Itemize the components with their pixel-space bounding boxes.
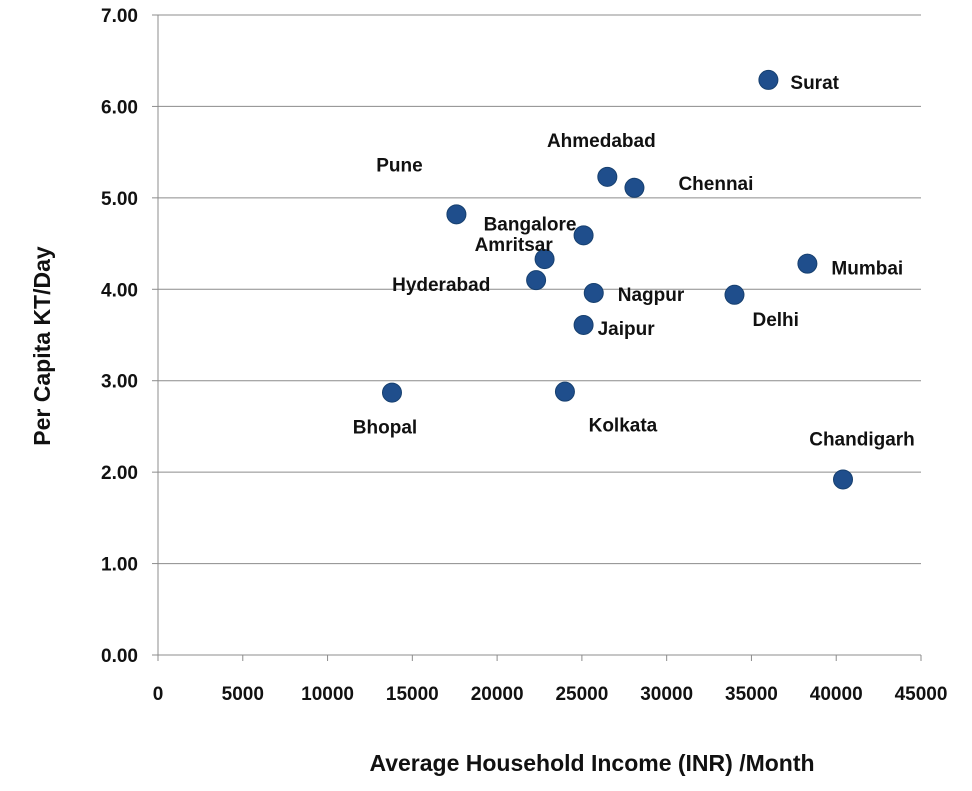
x-tick-label: 45000 bbox=[895, 684, 948, 705]
point-label-jaipur: Jaipur bbox=[598, 319, 656, 340]
y-axis-ticks: 0.00 1.00 2.00 3.00 4.00 5.00 6.00 7.00 bbox=[101, 6, 158, 667]
x-tick-label: 0 bbox=[153, 684, 164, 705]
y-tick-label: 4.00 bbox=[101, 280, 138, 301]
gridlines bbox=[158, 14, 921, 565]
x-axis-title: Average Household Income (INR) /Month bbox=[369, 750, 814, 776]
point-label-amritsar: Amritsar bbox=[475, 235, 554, 256]
point-label-delhi: Delhi bbox=[752, 310, 798, 331]
x-tick-label: 25000 bbox=[555, 684, 608, 705]
x-tick-label: 20000 bbox=[471, 684, 524, 705]
data-point-hyderabad bbox=[526, 270, 547, 291]
axes bbox=[157, 15, 921, 656]
point-label-chennai: Chennai bbox=[678, 174, 753, 195]
x-tick-label: 40000 bbox=[810, 684, 863, 705]
data-point-chennai bbox=[624, 177, 645, 198]
data-point-ahmedabad bbox=[597, 166, 618, 187]
x-tick-label: 35000 bbox=[725, 684, 778, 705]
x-tick-label: 30000 bbox=[640, 684, 693, 705]
data-point-bangalore bbox=[573, 225, 594, 246]
point-label-pune: Pune bbox=[376, 155, 422, 176]
y-tick-label: 5.00 bbox=[101, 189, 138, 210]
y-tick-label: 0.00 bbox=[101, 646, 138, 667]
point-label-kolkata: Kolkata bbox=[589, 416, 658, 437]
data-point-delhi bbox=[724, 284, 745, 305]
point-label-nagpur: Nagpur bbox=[618, 285, 685, 306]
data-point-surat bbox=[758, 69, 779, 90]
data-point-amritsar bbox=[534, 249, 555, 270]
point-label-surat: Surat bbox=[790, 73, 839, 94]
y-tick-label: 3.00 bbox=[101, 372, 138, 393]
data-point-kolkata bbox=[554, 381, 575, 402]
point-label-bhopal: Bhopal bbox=[353, 418, 417, 439]
point-label-bangalore: Bangalore bbox=[484, 214, 577, 235]
data-point-pune bbox=[446, 204, 467, 225]
point-label-mumbai: Mumbai bbox=[831, 259, 903, 280]
y-tick-label: 1.00 bbox=[101, 555, 138, 576]
x-tick-label: 5000 bbox=[222, 684, 264, 705]
y-axis-title: Per Capita KT/Day bbox=[29, 246, 55, 446]
x-tick-label: 10000 bbox=[301, 684, 354, 705]
data-point-mumbai bbox=[797, 253, 818, 274]
data-point-bhopal bbox=[381, 382, 402, 403]
x-tick-label: 15000 bbox=[386, 684, 439, 705]
y-tick-label: 6.00 bbox=[101, 97, 138, 118]
point-label-ahmedabad: Ahmedabad bbox=[547, 131, 656, 152]
point-labels: Surat Ahmedabad Chennai Pune BangaloreAmrits… bbox=[353, 73, 915, 451]
x-axis-ticks: 0 5000 10000 15000 20000 25000 30000 35000 40000… bbox=[153, 655, 948, 705]
point-label-chandigarh: Chandigarh bbox=[809, 429, 915, 450]
data-point-jaipur bbox=[573, 314, 594, 335]
y-tick-label: 2.00 bbox=[101, 463, 138, 484]
y-tick-label: 7.00 bbox=[101, 6, 138, 27]
data-point-nagpur bbox=[583, 282, 604, 303]
point-label-hyderabad: Hyderabad bbox=[392, 275, 490, 296]
data-point-chandigarh bbox=[833, 469, 854, 490]
data-points bbox=[381, 69, 854, 490]
